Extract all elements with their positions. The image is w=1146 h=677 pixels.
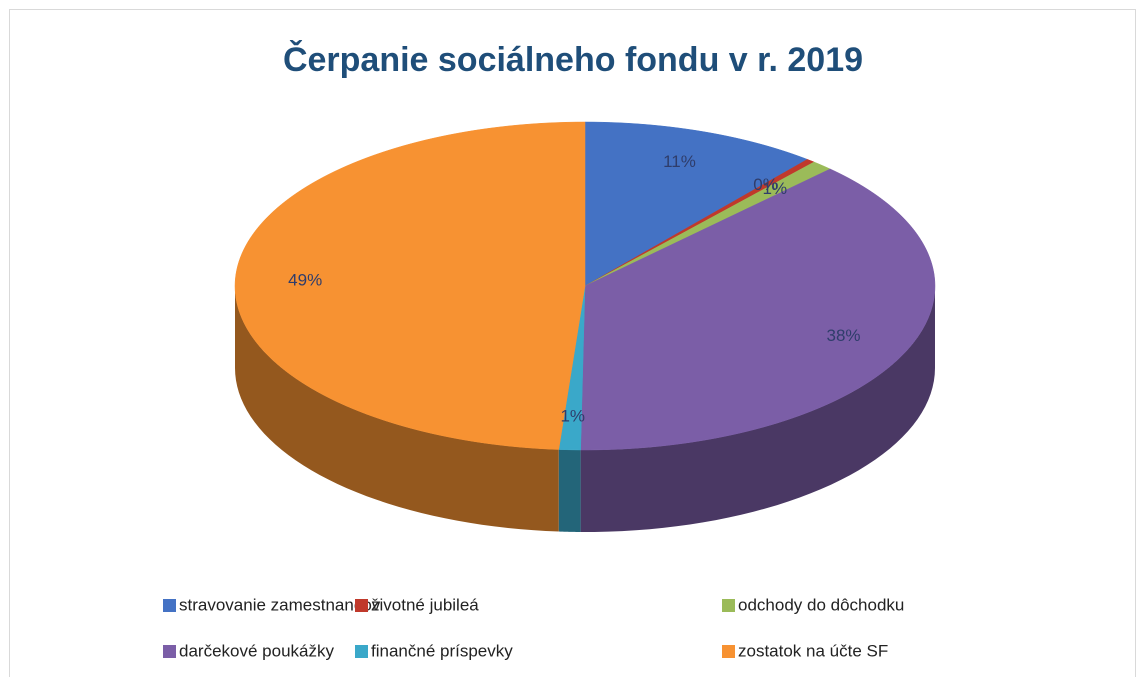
- pie-slice: [234, 121, 586, 450]
- legend-swatch: [163, 645, 176, 658]
- legend-label: odchody do dôchodku: [738, 595, 904, 614]
- legend-swatch: [722, 599, 735, 612]
- data-label: 11%: [663, 152, 696, 171]
- data-label: 1%: [762, 179, 787, 198]
- legend-swatch: [355, 599, 368, 612]
- pie-side: [580, 286, 935, 532]
- legend-label: životné jubileá: [371, 595, 479, 614]
- pie-side: [558, 449, 581, 532]
- pie-slice: [584, 121, 808, 287]
- pie: 11%0%1%38%1%49%: [234, 121, 936, 532]
- legend-label: zostatok na účte SF: [738, 641, 888, 660]
- pie-slice: [580, 168, 936, 451]
- legend-swatch: [722, 645, 735, 658]
- legend-label: darčekové poukážky: [179, 641, 334, 660]
- legend-label: finančné príspevky: [371, 641, 513, 660]
- legend-label: stravovanie zamestnancov: [179, 595, 381, 614]
- pie-side: [235, 286, 559, 532]
- data-label: 0%: [753, 175, 778, 194]
- data-label: 1%: [560, 407, 585, 426]
- data-label: 38%: [827, 326, 861, 345]
- legend-swatch: [163, 599, 176, 612]
- chart-title: Čerpanie sociálneho fondu v r. 2019: [283, 40, 863, 79]
- data-label: 49%: [288, 271, 322, 290]
- legend-swatch: [355, 645, 368, 658]
